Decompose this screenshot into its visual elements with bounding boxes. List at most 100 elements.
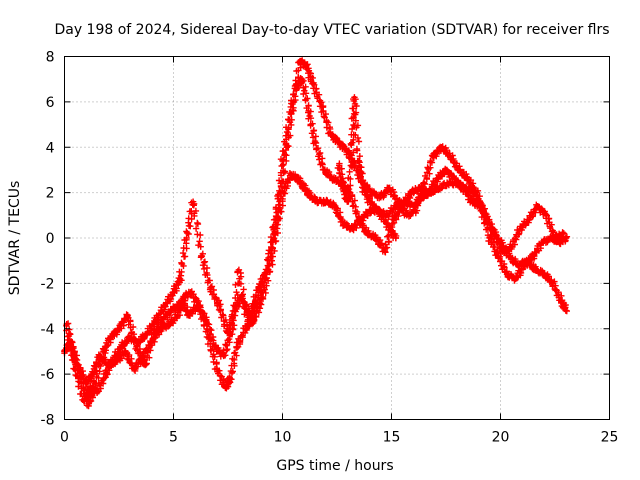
y-tick-label: -4 bbox=[41, 322, 55, 338]
data-point bbox=[281, 184, 288, 192]
data-point bbox=[429, 153, 437, 160]
data-point bbox=[392, 234, 400, 242]
data-point bbox=[181, 293, 188, 301]
data-point bbox=[107, 334, 114, 342]
data-point bbox=[168, 307, 175, 314]
data-point bbox=[292, 85, 299, 92]
data-point bbox=[165, 321, 173, 328]
data-point bbox=[131, 366, 138, 373]
y-tick-label: 0 bbox=[46, 231, 55, 247]
data-point bbox=[436, 184, 443, 192]
y-tick-label: -8 bbox=[41, 413, 55, 429]
data-point bbox=[451, 175, 458, 183]
data-point bbox=[179, 298, 186, 305]
data-point bbox=[320, 166, 328, 174]
data-point bbox=[78, 375, 86, 382]
data-point bbox=[516, 225, 524, 233]
series-2 bbox=[63, 75, 571, 410]
data-point bbox=[331, 203, 339, 210]
data-point bbox=[100, 348, 107, 355]
data-point bbox=[344, 148, 352, 155]
data-point bbox=[203, 316, 210, 323]
data-point bbox=[538, 239, 546, 246]
data-point bbox=[307, 193, 315, 201]
y-tick-label: 6 bbox=[46, 95, 55, 111]
data-point bbox=[460, 184, 467, 192]
data-point bbox=[102, 370, 110, 378]
data-point bbox=[272, 221, 280, 228]
data-point bbox=[558, 298, 565, 305]
data-point bbox=[464, 175, 471, 183]
data-point bbox=[349, 225, 356, 233]
data-point bbox=[495, 252, 502, 260]
data-point bbox=[318, 103, 325, 110]
data-point bbox=[133, 343, 140, 351]
data-point bbox=[549, 280, 557, 287]
data-point bbox=[386, 184, 393, 192]
data-point bbox=[421, 180, 428, 187]
data-point bbox=[170, 289, 177, 296]
data-point bbox=[285, 116, 293, 124]
data-point bbox=[434, 175, 441, 183]
data-point bbox=[298, 75, 306, 83]
x-axis: 0 5 10 15 20 25 bbox=[60, 56, 618, 446]
data-point bbox=[229, 325, 236, 332]
data-point bbox=[261, 275, 269, 283]
data-point bbox=[340, 184, 347, 192]
data-point bbox=[327, 130, 334, 137]
data-point bbox=[314, 198, 321, 205]
data-point bbox=[486, 234, 493, 242]
data-point bbox=[303, 62, 310, 69]
x-tick-label: 20 bbox=[492, 430, 510, 446]
data-point bbox=[355, 216, 362, 224]
data-point bbox=[407, 189, 415, 196]
data-point bbox=[309, 80, 317, 87]
data-point bbox=[322, 198, 330, 205]
data-point bbox=[288, 171, 295, 178]
data-point bbox=[198, 252, 206, 260]
x-tick-label: 5 bbox=[169, 430, 178, 446]
y-tick-label: 2 bbox=[46, 186, 55, 202]
data-point bbox=[364, 230, 371, 237]
data-point bbox=[490, 230, 498, 237]
data-point bbox=[349, 139, 356, 146]
data-point bbox=[124, 311, 131, 319]
data-point bbox=[85, 402, 92, 410]
data-point bbox=[394, 198, 402, 205]
data-point bbox=[547, 234, 554, 242]
data-point bbox=[375, 207, 382, 214]
x-tick-label: 0 bbox=[60, 430, 69, 446]
data-point bbox=[70, 352, 77, 360]
data-point bbox=[399, 203, 406, 210]
data-point bbox=[444, 180, 452, 187]
data-point bbox=[126, 334, 134, 342]
data-point bbox=[355, 157, 362, 165]
data-point bbox=[425, 189, 432, 196]
data-point bbox=[329, 175, 336, 183]
data-point bbox=[373, 234, 380, 242]
data-point bbox=[253, 302, 260, 310]
data-point bbox=[506, 252, 513, 260]
data-point bbox=[185, 311, 192, 319]
data-point bbox=[514, 262, 522, 269]
data-point bbox=[244, 321, 251, 328]
data-point bbox=[499, 248, 506, 255]
y-axis: -8 -6 -4 -2 0 2 4 6 8 bbox=[41, 50, 610, 429]
data-point bbox=[512, 275, 519, 283]
x-tick-label: 15 bbox=[383, 430, 401, 446]
y-axis-label: SDTVAR / TECUs bbox=[7, 181, 23, 296]
data-point bbox=[91, 380, 99, 387]
y-tick-label: -2 bbox=[41, 276, 55, 292]
data-point bbox=[525, 216, 533, 224]
data-point bbox=[455, 166, 463, 174]
data-point bbox=[344, 198, 352, 205]
data-point bbox=[231, 307, 238, 314]
data-point bbox=[366, 207, 373, 214]
data-point bbox=[508, 243, 515, 251]
data-points bbox=[61, 57, 571, 410]
data-point bbox=[194, 302, 201, 310]
data-point bbox=[213, 366, 221, 373]
data-point bbox=[473, 189, 480, 196]
data-point bbox=[296, 57, 304, 65]
